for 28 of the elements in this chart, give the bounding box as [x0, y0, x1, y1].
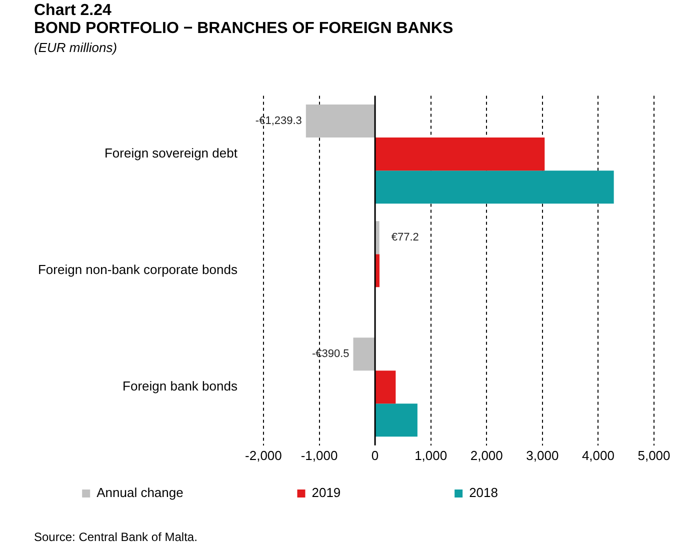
x-tick-label: 3,000 — [526, 448, 559, 463]
legend-label: 2019 — [312, 485, 435, 500]
data-label: -€390.5 — [312, 348, 350, 360]
data-label: €77.2 — [391, 232, 419, 244]
bar — [376, 170, 614, 204]
chart-subtitle: BOND PORTFOLIO − BRANCHES OF FOREIGN BANKS — [34, 20, 454, 38]
x-tick-label: -2,000 — [245, 448, 282, 463]
y-tick-label: Foreign non-bank corporate bonds — [38, 262, 238, 278]
x-tick-label: 0 — [371, 448, 379, 463]
y-axis-title: (EUR millions) — [34, 40, 118, 55]
bar — [353, 338, 375, 371]
bar — [376, 370, 396, 404]
legend-label: 2018 — [469, 485, 592, 500]
x-tick-label: 5,000 — [638, 448, 670, 463]
legend-label: Annual change — [96, 485, 278, 500]
bar — [376, 138, 545, 171]
x-tick-label: 2,000 — [470, 448, 503, 463]
bar — [376, 404, 418, 437]
text: Chart 2.24 — [34, 2, 112, 20]
x-tick-label: 1,000 — [414, 448, 448, 463]
bar — [376, 221, 380, 254]
y-tick-label: Foreign bank bonds — [122, 378, 238, 394]
x-tick-label: -1,000 — [300, 448, 338, 463]
source-note: Source: Central Bank of Malta. — [34, 530, 198, 544]
y-tick-label: Foreign sovereign debt — [104, 146, 238, 161]
bar — [306, 104, 375, 138]
data-label: -€1,239.3 — [255, 115, 302, 128]
x-tick-label: 4,000 — [582, 448, 614, 463]
